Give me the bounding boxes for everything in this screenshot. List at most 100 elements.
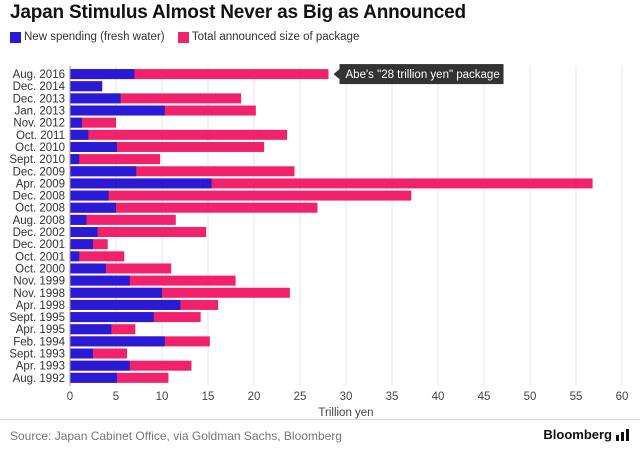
category-label: Dec. 2013 [13, 93, 65, 105]
source-note: Source: Japan Cabinet Office, via Goldma… [10, 429, 342, 443]
x-tick-label: 35 [386, 391, 399, 403]
category-label: Sept. 1995 [9, 312, 65, 324]
category-label: Oct. 2011 [16, 130, 65, 142]
bar-total-2 [70, 93, 242, 104]
bar-total-24 [70, 360, 192, 371]
bar-new-spending-23 [70, 348, 93, 359]
bar-new-spending-12 [70, 214, 87, 225]
bar-total-7 [70, 154, 161, 165]
annotation-callout: Abe's "28 trillion yen" package [333, 64, 504, 85]
x-tick-label: 15 [202, 391, 215, 403]
bar-total-23 [70, 348, 128, 359]
category-label: Oct. 2000 [15, 263, 65, 275]
x-tick-label: 40 [432, 391, 445, 403]
x-tick-label: 0 [67, 391, 73, 403]
bar-total-5 [70, 129, 288, 140]
legend-swatch-new-spending [10, 31, 21, 43]
bar-total-17 [70, 275, 236, 286]
x-tick-label: 50 [524, 391, 537, 403]
category-label: Dec. 2002 [13, 227, 65, 239]
bar-new-spending-14 [70, 239, 93, 250]
bar-new-spending-6 [70, 141, 117, 152]
bar-new-spending-9 [70, 178, 212, 189]
bar-new-spending-10 [70, 190, 109, 201]
bar-new-spending-2 [70, 93, 121, 104]
category-label: Jan. 2013 [14, 106, 65, 118]
annotation-text: Abe's "28 trillion yen" package [346, 69, 500, 81]
bar-new-spending-13 [70, 227, 98, 238]
bar-total-9 [70, 178, 593, 189]
x-axis-title: Trillion yen [318, 407, 373, 419]
bar-total-8 [70, 166, 295, 177]
category-label: Apr. 1993 [16, 361, 65, 373]
category-label: Oct. 2010 [15, 142, 65, 154]
bar-new-spending-21 [70, 324, 112, 335]
bar-total-6 [70, 141, 265, 152]
category-label: Oct. 2001 [15, 251, 65, 263]
bar-total-12 [70, 214, 176, 225]
category-label: Aug. 1992 [13, 373, 65, 385]
category-label: Nov. 2012 [13, 118, 65, 130]
brand-name: Bloomberg [543, 427, 612, 442]
bar-total-25 [70, 372, 169, 383]
x-tick-label: 20 [248, 391, 261, 403]
bar-new-spending-3 [70, 105, 165, 116]
bar-new-spending-4 [70, 117, 82, 128]
bloomberg-bars-icon [616, 428, 629, 441]
bar-new-spending-24 [70, 360, 130, 371]
x-tick-label: 25 [294, 391, 307, 403]
bar-new-spending-17 [70, 275, 130, 286]
bar-new-spending-1 [70, 81, 103, 92]
category-label: Apr. 1998 [16, 300, 65, 312]
category-label: Sept. 1993 [9, 349, 65, 361]
legend-label-total: Total announced size of package [191, 31, 360, 43]
x-tick-label: 45 [478, 391, 491, 403]
footer: Source: Japan Cabinet Office, via Goldma… [0, 419, 640, 449]
bar-new-spending-8 [70, 166, 137, 177]
bar-new-spending-22 [70, 336, 165, 347]
annotation-box [339, 64, 504, 85]
bar-total-13 [70, 227, 207, 238]
category-label: Dec. 2009 [13, 166, 65, 178]
bar-new-spending-19 [70, 299, 181, 310]
category-label: Aug. 2016 [13, 69, 65, 81]
bar-total-11 [70, 202, 318, 213]
bar-total-15 [70, 251, 125, 262]
x-tick-label: 5 [113, 391, 119, 403]
category-label: Feb. 1994 [13, 336, 65, 348]
x-tick-label: 30 [340, 391, 353, 403]
category-label: Dec. 2001 [13, 239, 65, 251]
x-tick-label: 55 [570, 391, 583, 403]
legend-swatch-total [177, 31, 189, 43]
annotation-pointer [333, 69, 340, 80]
x-tick-label: 60 [616, 391, 629, 403]
bar-total-10 [70, 190, 412, 201]
bar-total-18 [70, 287, 290, 298]
bar-new-spending-0 [70, 69, 135, 80]
category-label: Apr. 1995 [16, 324, 65, 336]
brand-logo: Bloomberg [543, 427, 630, 442]
bar-total-0 [70, 69, 329, 80]
category-label: Nov. 1998 [13, 288, 65, 300]
category-label: Dec. 2014 [13, 81, 66, 93]
category-label: Dec. 2008 [13, 191, 65, 203]
bar-total-4 [70, 117, 116, 128]
bar-new-spending-7 [70, 154, 80, 165]
bar-new-spending-20 [70, 312, 154, 323]
bar-total-16 [70, 263, 172, 274]
category-label: Aug. 2008 [13, 215, 65, 227]
bar-new-spending-5 [70, 129, 89, 140]
legend-item-new-spending: New spending (fresh water) [10, 31, 165, 43]
x-tick-label: 10 [156, 391, 169, 403]
bar-new-spending-16 [70, 263, 106, 274]
category-label: Oct. 2008 [15, 203, 65, 215]
bar-new-spending-15 [70, 251, 80, 262]
legend-label-new-spending: New spending (fresh water) [24, 31, 165, 43]
bar-new-spending-11 [70, 202, 116, 213]
category-label: Sept. 2010 [9, 154, 65, 166]
bar-new-spending-18 [70, 287, 162, 298]
legend: New spending (fresh water) Total announc… [10, 31, 369, 46]
category-label: Apr. 2009 [16, 178, 65, 190]
bar-new-spending-25 [70, 372, 117, 383]
